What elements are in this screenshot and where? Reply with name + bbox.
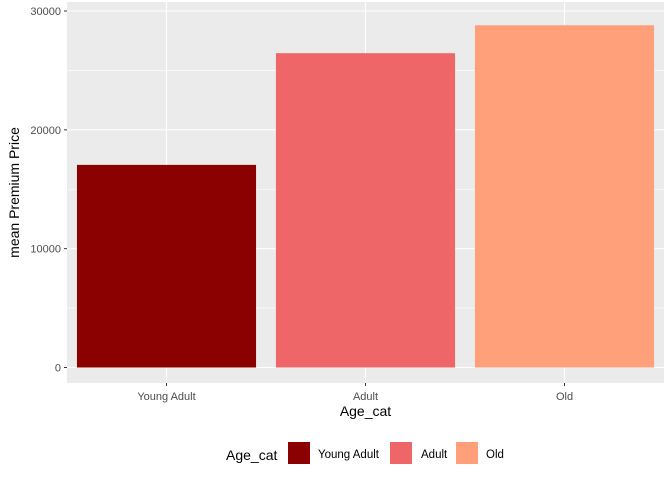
legend-key: [456, 442, 478, 464]
y-axis: 0 10000 20000 30000: [30, 6, 67, 375]
legend: Age_cat Young Adult Adult Old: [226, 442, 504, 464]
y-tick-label: 10000: [30, 244, 61, 256]
y-tick-label: 20000: [30, 125, 61, 137]
x-tick-label: Old: [556, 391, 573, 403]
y-tick-label: 30000: [30, 6, 61, 18]
x-tick-label: Young Adult: [137, 391, 195, 403]
y-axis-title: mean Premium Price: [6, 127, 22, 258]
bar-old: [474, 25, 655, 368]
legend-label: Young Adult: [318, 449, 380, 461]
bars: [76, 25, 655, 368]
legend-key: [288, 442, 310, 464]
legend-title: Age_cat: [226, 447, 277, 463]
bar-adult: [275, 53, 456, 368]
x-axis-title: Age_cat: [340, 403, 391, 419]
y-tick-label: 0: [55, 363, 61, 375]
legend-label: Adult: [421, 449, 448, 461]
x-axis: Young Adult Adult Old: [137, 383, 573, 403]
bar-young-adult: [76, 164, 257, 368]
legend-label: Old: [486, 449, 504, 461]
legend-key: [390, 442, 412, 464]
x-tick-label: Adult: [353, 391, 378, 403]
